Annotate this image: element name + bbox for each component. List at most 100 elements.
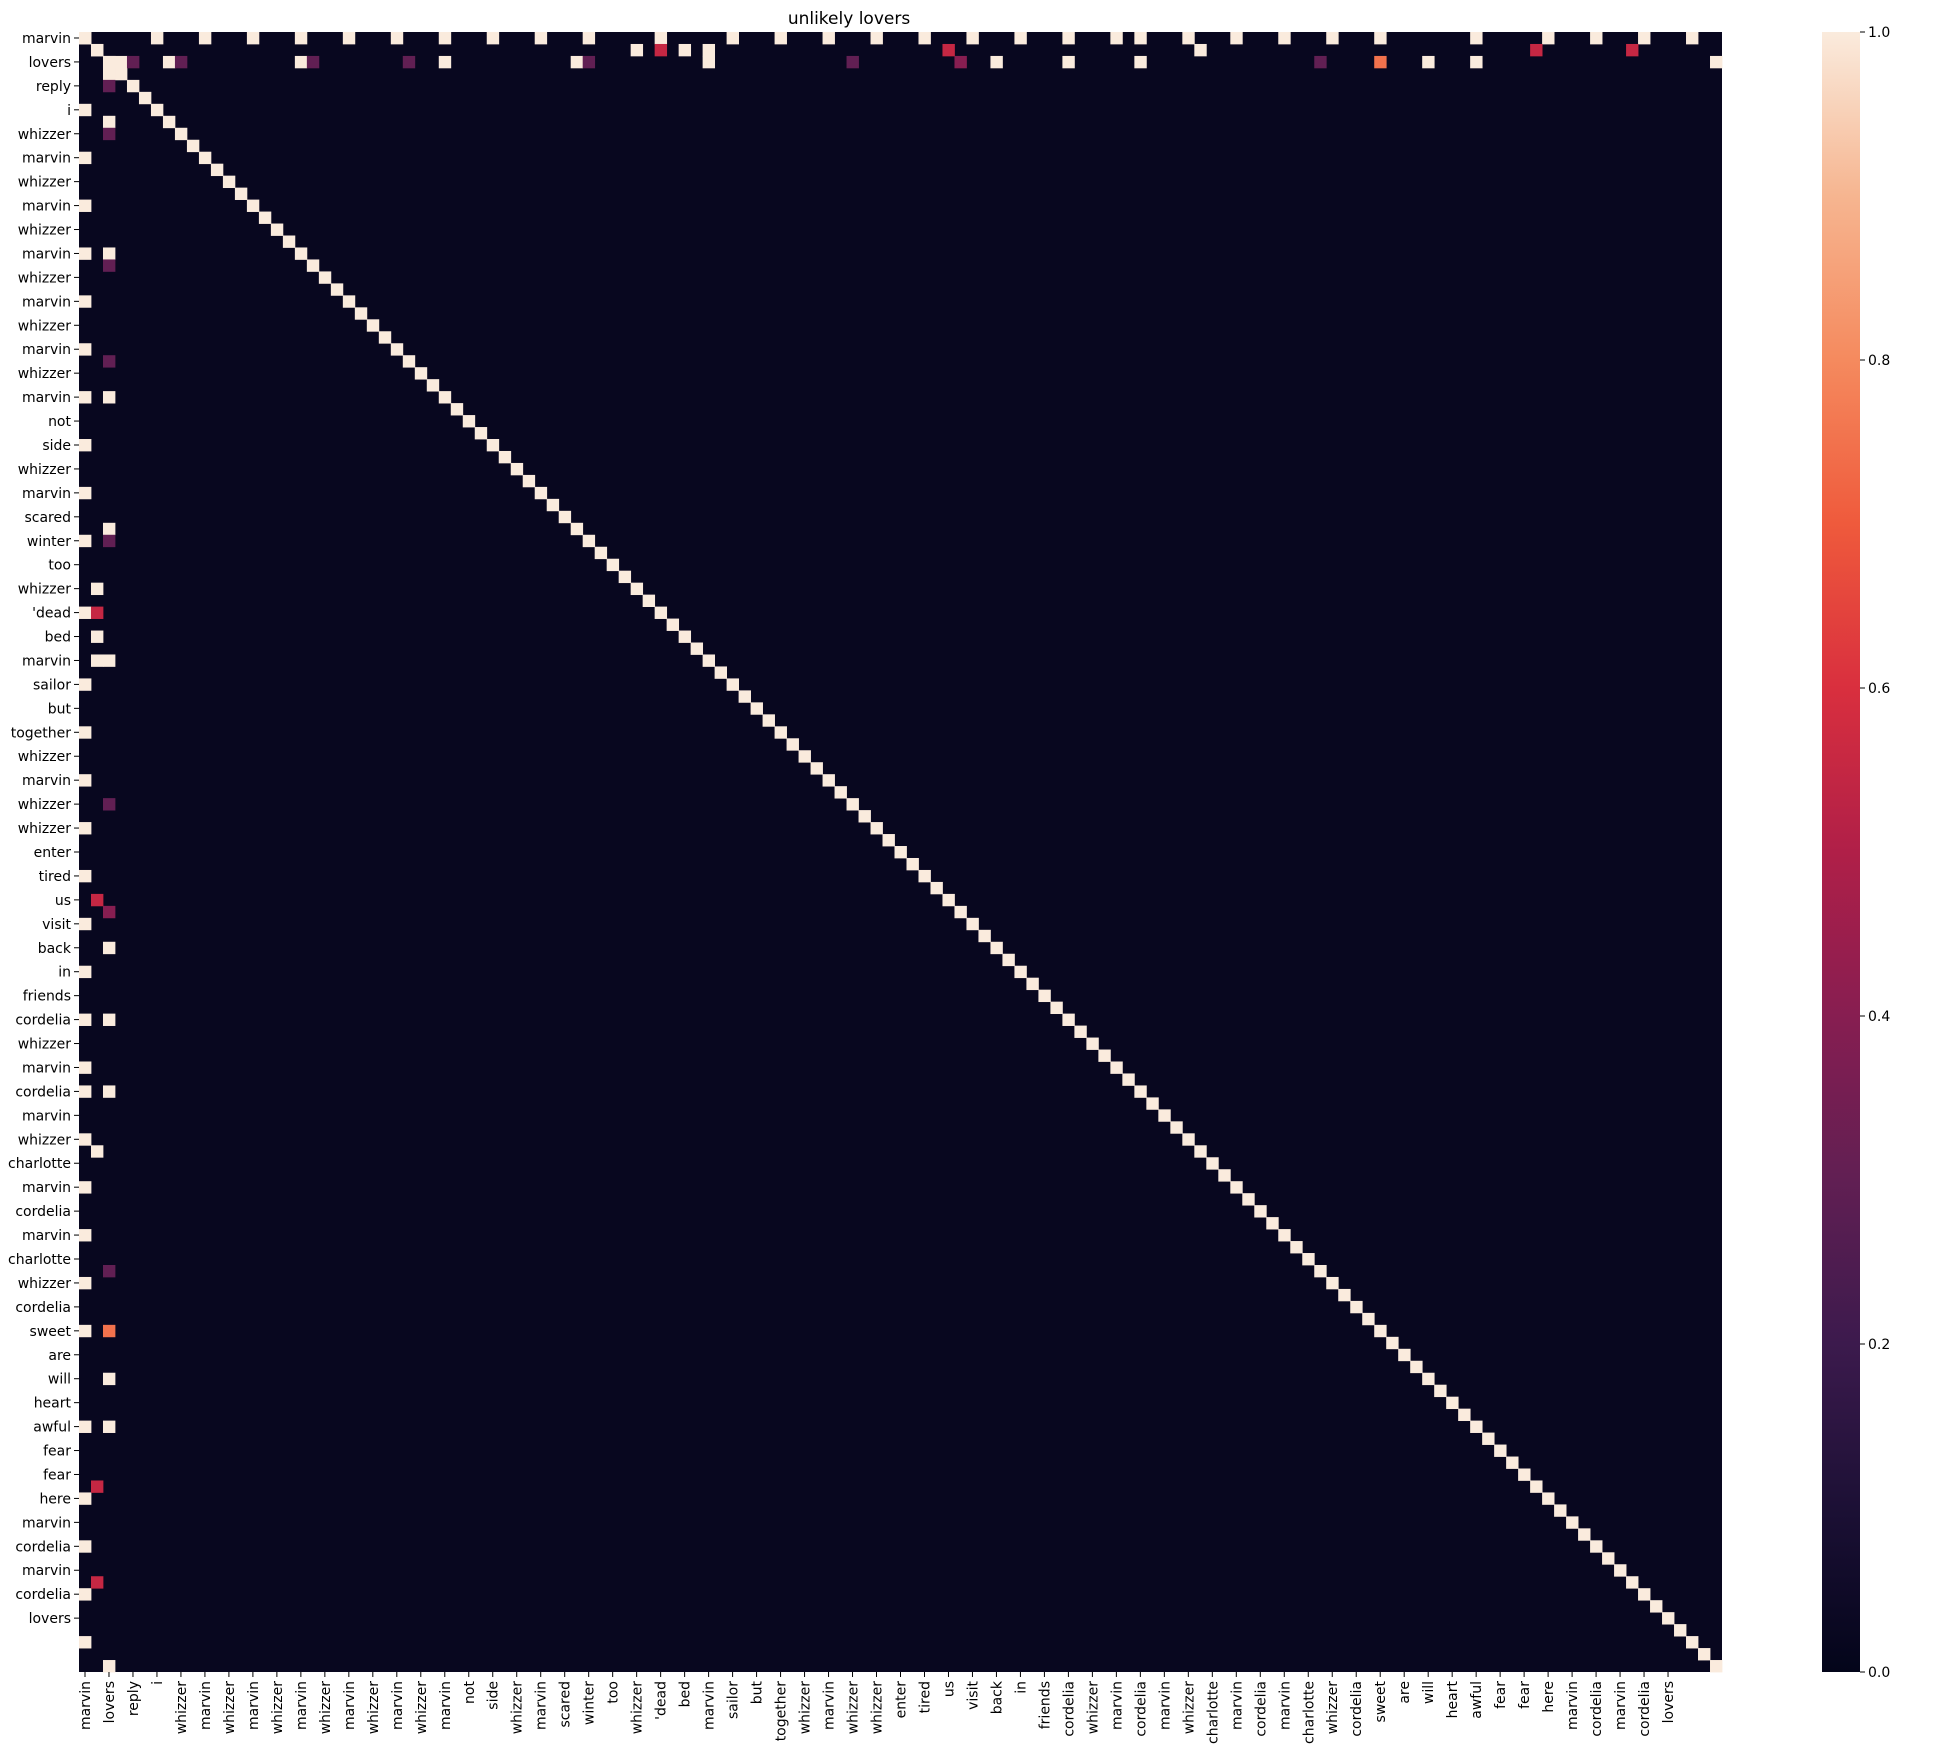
diagonal-cell bbox=[1170, 1121, 1183, 1134]
diagonal-cell bbox=[834, 786, 847, 799]
heatmap-cell bbox=[162, 55, 176, 69]
diagonal-cell bbox=[1182, 1133, 1195, 1146]
heatmap-cell bbox=[79, 822, 92, 835]
diagonal-cell bbox=[138, 91, 152, 105]
colorbar-tick-label: 0.2 bbox=[1868, 1337, 1890, 1353]
diagonal-cell bbox=[1074, 1025, 1087, 1038]
row-tick-label: bed bbox=[45, 630, 71, 646]
heatmap-cell bbox=[79, 32, 92, 45]
heatmap-cell bbox=[954, 55, 967, 69]
column-tick-label: whizzer bbox=[1181, 1681, 1197, 1735]
row-tick-label: enter bbox=[34, 845, 72, 861]
row-tick-label: charlotte bbox=[8, 1156, 71, 1172]
column-tick-label: marvin bbox=[1229, 1681, 1245, 1730]
diagonal-cell bbox=[1650, 1600, 1663, 1613]
diagonal-cell bbox=[426, 379, 440, 392]
heatmap-cell bbox=[294, 32, 308, 45]
heatmap-cell bbox=[90, 43, 104, 57]
heatmap-cell bbox=[79, 1492, 92, 1505]
heatmap-cell bbox=[102, 127, 116, 141]
row-tick-label: winter bbox=[27, 534, 71, 550]
diagonal-cell bbox=[1422, 1372, 1435, 1386]
heatmap-cell bbox=[79, 678, 92, 691]
diagonal-cell bbox=[1014, 965, 1027, 979]
heatmap-cell bbox=[174, 55, 188, 69]
diagonal-cell bbox=[1110, 1061, 1123, 1074]
heatmap-cell bbox=[79, 343, 92, 356]
row-tick-label: lovers bbox=[29, 55, 71, 71]
column-tick-label: us bbox=[941, 1681, 957, 1697]
diagonal-cell bbox=[738, 690, 751, 703]
heatmap-cell bbox=[1542, 32, 1555, 45]
heatmap-cell bbox=[1134, 55, 1147, 69]
column-tick-label: marvin bbox=[1277, 1681, 1293, 1730]
diagonal-cell bbox=[1194, 1145, 1207, 1158]
row-tick-label: whizzer bbox=[18, 270, 72, 286]
heatmap-cell bbox=[79, 917, 92, 931]
heatmap-cell bbox=[1110, 32, 1123, 45]
diagonal-cell bbox=[126, 79, 140, 93]
heatmap-cell bbox=[822, 32, 835, 45]
column-tick-label: whizzer bbox=[630, 1681, 646, 1735]
heatmap-cell bbox=[79, 774, 92, 787]
diagonal-cell bbox=[978, 929, 991, 943]
row-tick-label: whizzer bbox=[18, 749, 72, 765]
heatmap-cell bbox=[1470, 55, 1483, 69]
heatmap-cell bbox=[79, 1229, 92, 1242]
diagonal-cell bbox=[606, 558, 620, 572]
heatmap-cell bbox=[102, 115, 116, 129]
column-tick-label: cordelia bbox=[1589, 1681, 1605, 1737]
diagonal-cell bbox=[1710, 1660, 1723, 1673]
column-tick-label: marvin bbox=[1157, 1681, 1173, 1730]
colorbar-tick-label: 0.8 bbox=[1868, 353, 1890, 369]
diagonal-cell bbox=[1614, 1564, 1627, 1577]
diagonal-cell bbox=[1158, 1109, 1171, 1122]
heatmap-cell bbox=[102, 1085, 116, 1098]
diagonal-cell bbox=[582, 534, 596, 548]
diagonal-cell bbox=[258, 211, 272, 224]
heatmap-cell bbox=[1278, 32, 1291, 45]
column-tick-label: lovers bbox=[1661, 1681, 1677, 1723]
column-tick-label: whizzer bbox=[414, 1681, 430, 1735]
heatmap-cell bbox=[102, 1660, 116, 1673]
row-tick-label: not bbox=[48, 414, 71, 430]
heatmap-cell bbox=[90, 1576, 104, 1589]
heatmap-cell bbox=[102, 798, 116, 811]
column-tick-label: heart bbox=[1445, 1680, 1461, 1718]
heatmap-cell bbox=[79, 199, 92, 212]
diagonal-cell bbox=[1554, 1504, 1567, 1517]
heatmap-cell bbox=[102, 355, 116, 368]
heatmap-cell bbox=[114, 55, 128, 69]
heatmap-cell bbox=[102, 55, 116, 69]
column-tick-label: whizzer bbox=[798, 1681, 814, 1735]
row-tick-label: scared bbox=[24, 510, 71, 526]
diagonal-cell bbox=[558, 510, 572, 524]
column-tick-label: whizzer bbox=[846, 1681, 862, 1735]
heatmap-cell bbox=[582, 32, 596, 45]
column-tick-label: will bbox=[1421, 1681, 1437, 1704]
row-tick-label: i bbox=[67, 103, 71, 119]
heatmap-cell bbox=[102, 1372, 116, 1386]
diagonal-cell bbox=[1386, 1336, 1399, 1350]
row-tick-label: reply bbox=[36, 79, 71, 95]
diagonal-cell bbox=[330, 283, 344, 296]
heatmap-cell bbox=[942, 43, 955, 57]
row-tick-label: whizzer bbox=[18, 127, 72, 143]
heatmap-cell bbox=[1230, 32, 1243, 45]
row-tick-label: visit bbox=[42, 917, 71, 933]
column-tick-label: marvin bbox=[294, 1681, 310, 1730]
diagonal-cell bbox=[270, 223, 284, 236]
column-tick-label: scared bbox=[558, 1681, 574, 1728]
heatmap-cell bbox=[79, 1276, 92, 1290]
diagonal-cell bbox=[1038, 989, 1051, 1003]
row-tick-label: cordelia bbox=[15, 1084, 71, 1100]
diagonal-cell bbox=[630, 582, 644, 596]
heatmap-cell bbox=[79, 1133, 92, 1146]
diagonal-cell bbox=[1542, 1492, 1555, 1505]
row-tick-label: whizzer bbox=[18, 223, 72, 239]
row-tick-label: marvin bbox=[22, 31, 71, 47]
heatmap-cell bbox=[102, 941, 116, 955]
heatmap-cell bbox=[79, 151, 92, 165]
heatmap-cell bbox=[79, 391, 92, 404]
heatmap-cell bbox=[846, 55, 859, 69]
